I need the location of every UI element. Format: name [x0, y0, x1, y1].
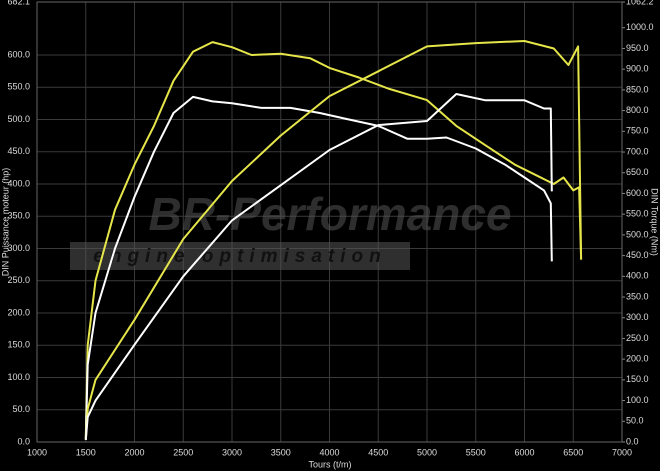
y2-tick-label: 100.0: [626, 395, 649, 405]
watermark-band: [70, 242, 410, 270]
x-tick-label: 1500: [76, 447, 96, 457]
watermark-tagline: engine optimisation: [93, 246, 386, 267]
y-tick-label: 500.0: [7, 114, 30, 124]
y-tick-label: 50.0: [12, 404, 30, 414]
curve: [84, 95, 553, 439]
y2-tick-label: 1000.0: [626, 22, 654, 32]
watermark-brand: BR-Performance: [149, 188, 512, 240]
x-tick-label: 4000: [319, 447, 339, 457]
y2-tick-label: 500.0: [626, 229, 649, 239]
x-tick-label: 4500: [368, 447, 388, 457]
x-tick-label: 3000: [222, 447, 242, 457]
y-tick-label: 682.1: [7, 0, 30, 6]
y-tick-label: 350.0: [7, 211, 30, 221]
x-axis-title: Tours (t/m): [308, 459, 351, 469]
y-tick-label: 150.0: [7, 340, 30, 350]
y2-tick-label: 650.0: [626, 167, 649, 177]
plot-frame: [36, 1, 623, 443]
y2-tick-label: 450.0: [626, 250, 649, 260]
y2-tick-label: 200.0: [626, 354, 649, 364]
x-tick-label: 7000: [612, 447, 632, 457]
y2-tick-label: 300.0: [626, 312, 649, 322]
y2-tick-label: 950.0: [626, 43, 649, 53]
x-tick-label: 1000: [27, 447, 47, 457]
y-tick-label: 450.0: [7, 146, 30, 156]
y2-tick-label: 700.0: [626, 146, 649, 156]
y2-tick-label: 750.0: [626, 126, 649, 136]
y2-tick-label: 250.0: [626, 333, 649, 343]
y-tick-label: 100.0: [7, 372, 30, 382]
x-tick-label: 3500: [271, 447, 291, 457]
y-tick-label: 0.0: [17, 436, 30, 446]
y2-tick-label: 800.0: [626, 105, 649, 115]
y2-tick-label: 550.0: [626, 209, 649, 219]
y2-tick-label: 600.0: [626, 188, 649, 198]
y2-axis-title: DIN Torque (Nm): [650, 188, 660, 256]
curve: [84, 40, 583, 440]
x-tick-label: 5500: [466, 447, 486, 457]
x-tick-label: 6500: [563, 447, 583, 457]
x-tick-label: 5000: [417, 447, 437, 457]
x-tick-label: 2500: [173, 447, 193, 457]
y2-tick-label: 900.0: [626, 64, 649, 74]
y-axis-title: DIN Puissance moteur (hp): [0, 168, 10, 277]
y2-tick-label: 350.0: [626, 291, 649, 301]
y2-tick-label: 400.0: [626, 271, 649, 281]
y2-tick-label: 850.0: [626, 84, 649, 94]
y2-tick-label: 1062.2: [626, 0, 654, 6]
y2-tick-label: 150.0: [626, 374, 649, 384]
y-tick-label: 400.0: [7, 178, 30, 188]
x-tick-label: 6000: [514, 447, 534, 457]
y-tick-label: 600.0: [7, 49, 30, 59]
y-tick-label: 250.0: [7, 275, 30, 285]
y-tick-label: 300.0: [7, 243, 30, 253]
curve: [84, 41, 583, 439]
x-tick-label: 2000: [124, 447, 144, 457]
y2-tick-label: 0.0: [626, 436, 639, 446]
y2-tick-label: 50.0: [626, 416, 644, 426]
y-tick-label: 550.0: [7, 82, 30, 92]
curve: [84, 93, 553, 440]
y-tick-label: 200.0: [7, 307, 30, 317]
